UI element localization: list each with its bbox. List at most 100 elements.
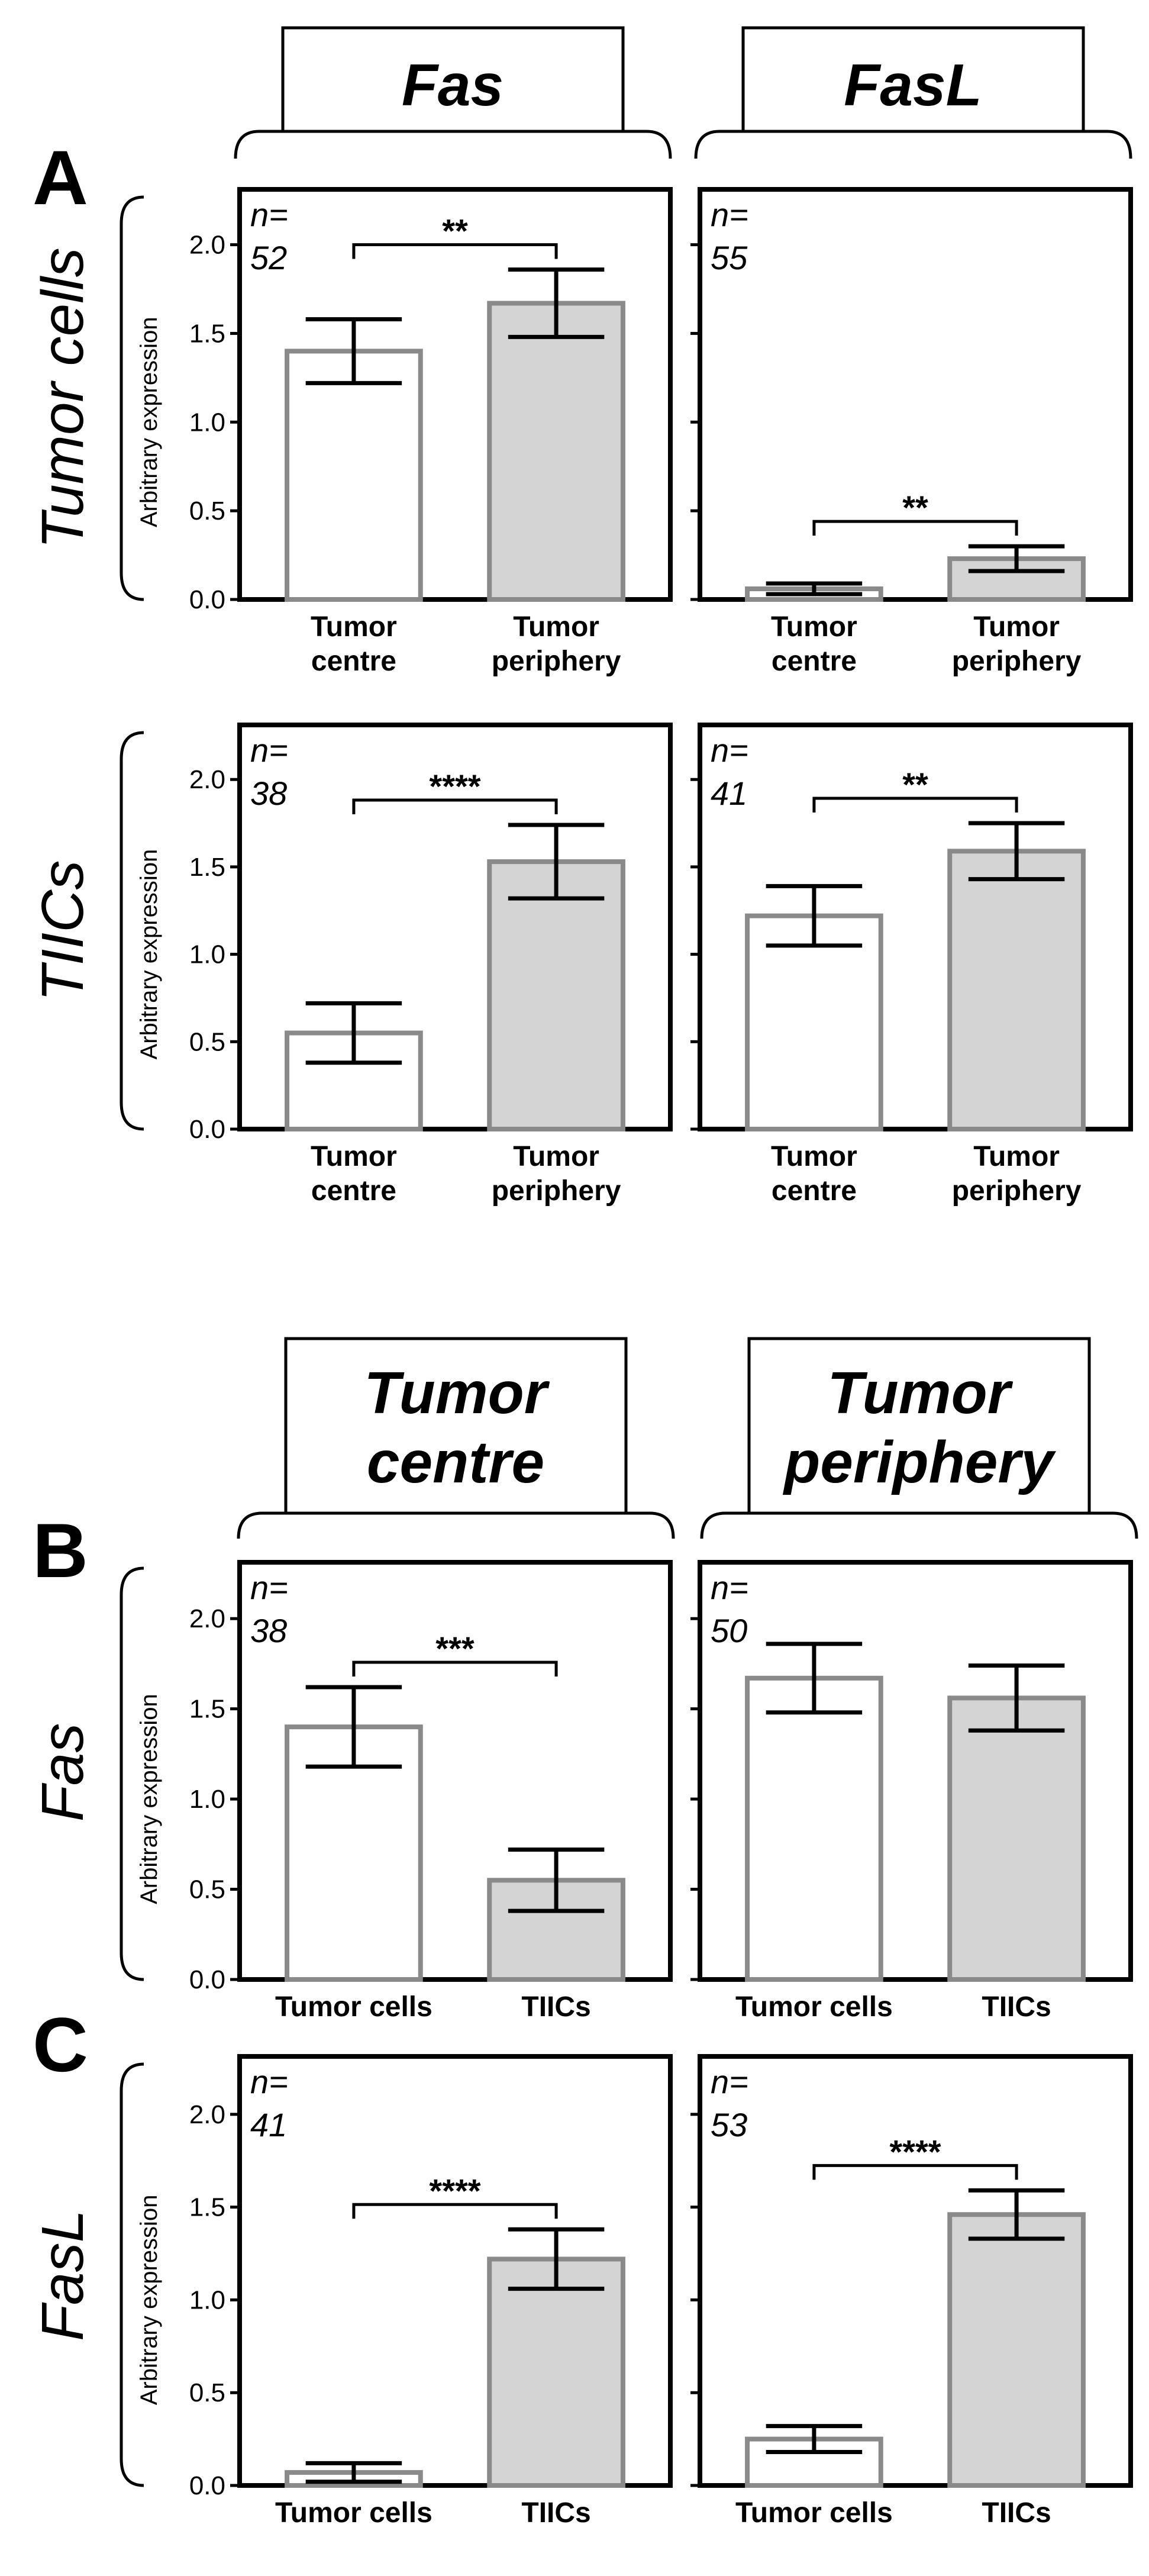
y-tick-label: 0.0 — [189, 1115, 225, 1144]
y-tick-label: 1.5 — [189, 1695, 225, 1724]
n-value: 53 — [711, 2106, 747, 2143]
chart-B-fas-tumor-centre: 0.0 0.5 1.0 1.5 2.0 Arbitrary expression Tumor… — [136, 1560, 673, 2023]
category-label: TIICs — [982, 2497, 1051, 2529]
n-label: n= — [711, 1569, 748, 1606]
bar-1 — [285, 349, 423, 602]
header-tumor-periphery-line2: periphery — [782, 1429, 1056, 1495]
y-axis-title: Arbitrary expression — [136, 1694, 162, 1904]
significance-bracket — [352, 2203, 558, 2219]
y-tick-label: 0.5 — [189, 2378, 225, 2407]
category-label: Tumor — [973, 611, 1060, 643]
bar-2 — [947, 2212, 1086, 2488]
category-label: Tumor — [311, 611, 397, 643]
chart-A-fas-tumor-cells: 0.0 0.5 1.0 1.5 2.0 Arbitrary expression Tumor… — [136, 187, 673, 677]
n-label: n= — [711, 2063, 748, 2100]
y-tick-label: 0.5 — [189, 496, 225, 525]
significance-bracket — [352, 1661, 558, 1677]
plot-frame — [698, 1560, 1133, 1982]
bar-2 — [947, 1695, 1086, 1982]
y-tick-label: 0.5 — [189, 1875, 225, 1904]
y-tick-label: 0.0 — [189, 585, 225, 614]
category-label: TIICs — [521, 2497, 590, 2529]
category-label: Tumor cells — [735, 2497, 893, 2529]
header-bracket-tumor-periphery — [700, 1511, 1138, 1539]
chart-A-fas-tiics: 0.0 0.5 1.0 1.5 2.0 Arbitrary expression Tumor… — [136, 723, 673, 1207]
y-tick-label: 1.0 — [189, 2285, 225, 2314]
plot-frame — [698, 2054, 1133, 2488]
chart-C-fasl-tumor-periphery: Tumor cells TIICs n= 53 **** — [690, 2054, 1133, 2529]
y-tick-label: 2.0 — [189, 765, 225, 794]
header-box-fasl — [741, 26, 1085, 133]
row-bracket-fas — [120, 1566, 144, 1981]
n-label: n= — [711, 196, 748, 233]
n-label: n= — [711, 731, 748, 769]
panel-letter-a: A — [33, 134, 88, 221]
panel-letter-c: C — [33, 2001, 88, 2088]
panel-letter-b: B — [33, 1507, 88, 1594]
bar-2 — [487, 2256, 625, 2488]
significance-bracket — [352, 798, 558, 815]
category-label: periphery — [952, 1175, 1082, 1207]
category-label: periphery — [492, 646, 621, 677]
significance-stars: **** — [429, 768, 480, 805]
category-label: TIICs — [521, 1991, 590, 2023]
chart-B-fas-tumor-periphery: Tumor cells TIICs n= 50 — [690, 1560, 1133, 2023]
header-tumor-centre-line1: Tumor — [364, 1360, 550, 1426]
y-tick-label: 1.0 — [189, 940, 225, 969]
category-label: Tumor — [311, 1141, 397, 1172]
significance-stars: ** — [442, 212, 468, 250]
n-value: 50 — [711, 1612, 747, 1649]
header-bracket-tumor-centre — [237, 1511, 675, 1539]
plot-frame — [698, 187, 1133, 602]
plot-frame — [237, 1560, 673, 1982]
category-label: Tumor cells — [735, 1991, 893, 2023]
row-label-tiics: TIICs — [30, 860, 96, 1002]
header-bracket-fas — [234, 130, 672, 159]
category-label: centre — [772, 1175, 857, 1207]
bar-2 — [487, 301, 625, 602]
n-value: 41 — [250, 2106, 287, 2143]
header-box-tumor-centre — [284, 1337, 628, 1515]
y-tick-label: 0.0 — [189, 1965, 225, 1994]
plot-frame — [698, 723, 1133, 1131]
plot-frame — [237, 2054, 673, 2488]
bar-1 — [745, 913, 883, 1131]
header-box-fas — [281, 26, 625, 133]
plot-frame — [237, 723, 673, 1131]
significance-stars: *** — [435, 1630, 475, 1667]
category-label: centre — [311, 1175, 396, 1207]
n-value: 55 — [711, 239, 748, 276]
y-tick-label: 2.0 — [189, 231, 225, 260]
header-fasl: FasL — [844, 52, 982, 118]
row-label-tumor-cells: Tumor cells — [30, 247, 96, 549]
bar-1 — [745, 1675, 883, 1982]
y-tick-label: 0.0 — [189, 2471, 225, 2500]
significance-stars: ** — [902, 489, 928, 526]
plot-frame — [237, 187, 673, 602]
n-label: n= — [250, 1569, 288, 1606]
category-label: Tumor — [973, 1141, 1060, 1172]
significance-stars: **** — [429, 2172, 480, 2209]
n-label: n= — [250, 731, 288, 769]
category-label: centre — [772, 646, 857, 677]
bar-2 — [947, 849, 1086, 1132]
n-value: 52 — [250, 239, 287, 276]
significance-stars: ** — [902, 766, 928, 803]
y-axis-title: Arbitrary expression — [136, 2195, 162, 2406]
header-box-tumor-periphery — [747, 1337, 1091, 1515]
row-label-fas: Fas — [30, 1723, 96, 1822]
category-label: Tumor cells — [275, 2497, 433, 2529]
category-label: Tumor cells — [275, 1991, 433, 2023]
category-label: Tumor — [771, 1141, 857, 1172]
category-label: Tumor — [513, 611, 599, 643]
n-value: 38 — [250, 775, 287, 812]
y-tick-label: 2.0 — [189, 1604, 225, 1633]
y-axis-title: Arbitrary expression — [136, 849, 162, 1060]
y-tick-label: 1.5 — [189, 2193, 225, 2222]
y-tick-label: 1.5 — [189, 319, 225, 348]
n-value: 41 — [711, 775, 747, 812]
significance-bracket — [352, 243, 558, 259]
y-tick-label: 1.5 — [189, 853, 225, 882]
significance-bracket — [812, 797, 1018, 813]
